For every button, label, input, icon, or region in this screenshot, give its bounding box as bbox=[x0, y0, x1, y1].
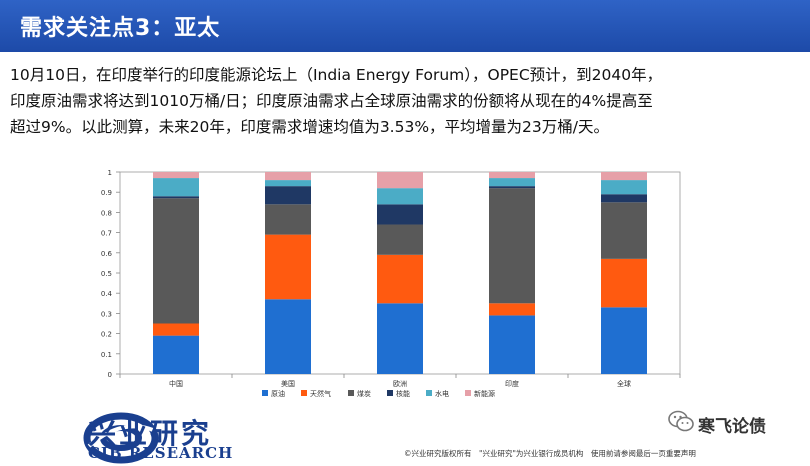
bar-segment bbox=[489, 186, 535, 189]
bar-segment bbox=[601, 180, 647, 195]
bar-segment bbox=[601, 258, 647, 308]
bar-segment bbox=[377, 303, 423, 374]
body-paragraph: 10月10日，在印度举行的印度能源论坛上（India Energy Forum）… bbox=[10, 62, 802, 140]
cib-logo-icon bbox=[83, 412, 159, 464]
bar-segment bbox=[489, 315, 535, 374]
legend-label: 核能 bbox=[396, 389, 410, 398]
bar-segment bbox=[601, 307, 647, 374]
legend-swatch bbox=[387, 390, 393, 396]
x-tick-label: 印度 bbox=[505, 379, 519, 388]
y-tick-label: 0.6 bbox=[101, 250, 113, 258]
bar-segment bbox=[601, 172, 647, 181]
paragraph-line: 印度原油需求将达到1010万桶/日；印度原油需求占全球原油需求的份额将从现在的4… bbox=[10, 92, 653, 110]
wechat-icon bbox=[668, 410, 694, 432]
bar-segment bbox=[153, 323, 199, 336]
legend-label: 煤炭 bbox=[357, 389, 371, 398]
x-tick-label: 中国 bbox=[169, 379, 183, 388]
bar-segment bbox=[377, 204, 423, 225]
y-tick-label: 0.9 bbox=[101, 189, 112, 197]
wechat-account-name: 寒飞论债 bbox=[698, 417, 766, 437]
y-tick-label: 0.4 bbox=[101, 290, 113, 298]
y-tick-label: 0 bbox=[108, 371, 112, 379]
legend-swatch bbox=[465, 390, 471, 396]
x-tick-label: 欧洲 bbox=[393, 379, 407, 388]
legend-swatch bbox=[426, 390, 432, 396]
bar-segment bbox=[265, 234, 311, 300]
legend-label: 水电 bbox=[435, 389, 449, 398]
bar-segment bbox=[489, 172, 535, 179]
bar-segment bbox=[153, 178, 199, 197]
bar-segment bbox=[489, 303, 535, 316]
y-tick-label: 1 bbox=[108, 169, 112, 177]
legend-label: 原油 bbox=[271, 389, 285, 398]
bar-segment bbox=[377, 172, 423, 189]
bar-segment bbox=[377, 254, 423, 304]
y-tick-label: 0.8 bbox=[101, 209, 112, 217]
legend-swatch bbox=[348, 390, 354, 396]
x-tick-label: 美国 bbox=[281, 379, 295, 388]
bar-segment bbox=[489, 178, 535, 187]
bar-segment bbox=[265, 186, 311, 205]
bar-segment bbox=[377, 224, 423, 255]
x-tick-label: 全球 bbox=[617, 379, 631, 388]
bar-segment bbox=[601, 202, 647, 259]
slide-title: 需求关注点3：亚太 bbox=[20, 16, 221, 41]
bar-segment bbox=[153, 172, 199, 179]
y-tick-label: 0.5 bbox=[101, 270, 112, 278]
bar-segment bbox=[153, 198, 199, 324]
y-tick-label: 0.2 bbox=[101, 331, 112, 339]
brand-name-cn: 兴业研究 bbox=[88, 417, 213, 450]
bar-segment bbox=[489, 188, 535, 304]
legend-label: 新能源 bbox=[474, 389, 495, 398]
y-tick-label: 0.1 bbox=[101, 351, 112, 359]
bar-segment bbox=[265, 204, 311, 235]
slide-header: 需求关注点3：亚太 bbox=[0, 0, 810, 52]
y-tick-label: 0.3 bbox=[101, 310, 112, 318]
y-tick-label: 0.7 bbox=[101, 230, 112, 238]
footer-disclaimer: ©兴业研究版权所有 "兴业研究"为兴业银行成员机构 使用前请参阅最后一页重要声明 bbox=[404, 449, 696, 458]
brand-name-en: CIB RESEARCH bbox=[88, 444, 234, 462]
legend-label: 天然气 bbox=[310, 389, 331, 398]
bar-segment bbox=[265, 299, 311, 374]
legend-swatch bbox=[301, 390, 307, 396]
paragraph-line: 超过9%。以此测算，未来20年，印度需求增速均值为3.53%，平均增量为23万桶… bbox=[10, 118, 610, 136]
bar-segment bbox=[377, 188, 423, 205]
legend-swatch bbox=[262, 390, 268, 396]
bar-segment bbox=[153, 196, 199, 199]
paragraph-line: 10月10日，在印度举行的印度能源论坛上（India Energy Forum）… bbox=[10, 66, 663, 84]
bar-segment bbox=[265, 180, 311, 187]
bar-segment bbox=[265, 172, 311, 181]
bar-segment bbox=[601, 194, 647, 203]
bar-segment bbox=[153, 335, 199, 374]
